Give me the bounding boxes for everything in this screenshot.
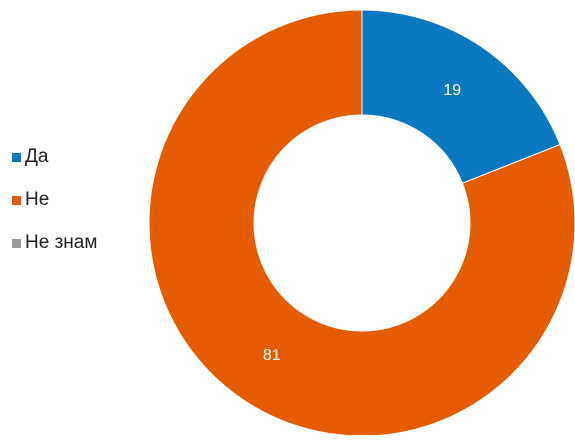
- legend-label-ne: Не: [25, 189, 49, 211]
- legend-item-ne: Не: [12, 189, 97, 211]
- legend-item-da: Да: [12, 146, 97, 168]
- legend-item-ne-znam: Не знам: [12, 232, 97, 254]
- legend-swatch-ne-znam: [12, 239, 21, 248]
- legend-swatch-da: [12, 153, 21, 162]
- legend-label-ne-znam: Не знам: [25, 232, 97, 254]
- data-label-da: 19: [443, 82, 461, 99]
- legend: Да Не Не знам: [12, 146, 97, 275]
- data-label-ne: 81: [263, 347, 281, 364]
- legend-label-da: Да: [25, 146, 48, 168]
- legend-swatch-ne: [12, 196, 21, 205]
